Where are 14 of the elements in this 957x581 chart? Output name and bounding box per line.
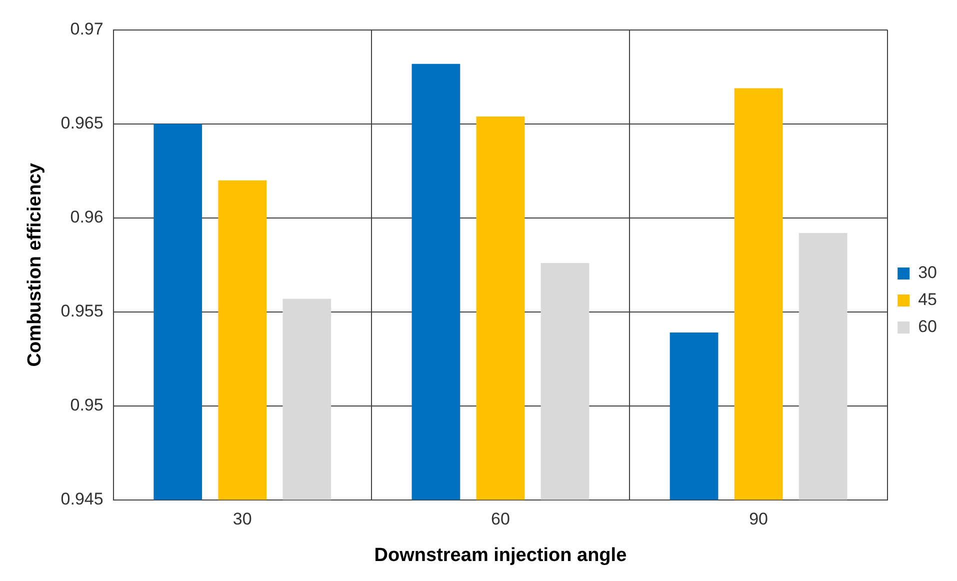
legend-label: 60	[918, 317, 938, 336]
y-tick-label: 0.97	[70, 20, 104, 39]
x-axis-title: Downstream injection angle	[374, 544, 627, 566]
x-tick-label: 90	[749, 510, 768, 529]
legend-label: 30	[918, 263, 938, 282]
x-tick-label: 30	[232, 510, 252, 529]
y-tick-label: 0.965	[60, 114, 104, 133]
y-tick-label: 0.95	[70, 396, 104, 415]
legend-label: 45	[918, 290, 938, 310]
y-axis-title: Combustion efficiency	[24, 162, 46, 367]
y-tick-label: 0.955	[60, 302, 104, 321]
y-tick-label: 0.945	[60, 489, 104, 508]
y-tick-label: 0.96	[70, 208, 104, 227]
x-tick-label: 60	[491, 510, 510, 529]
